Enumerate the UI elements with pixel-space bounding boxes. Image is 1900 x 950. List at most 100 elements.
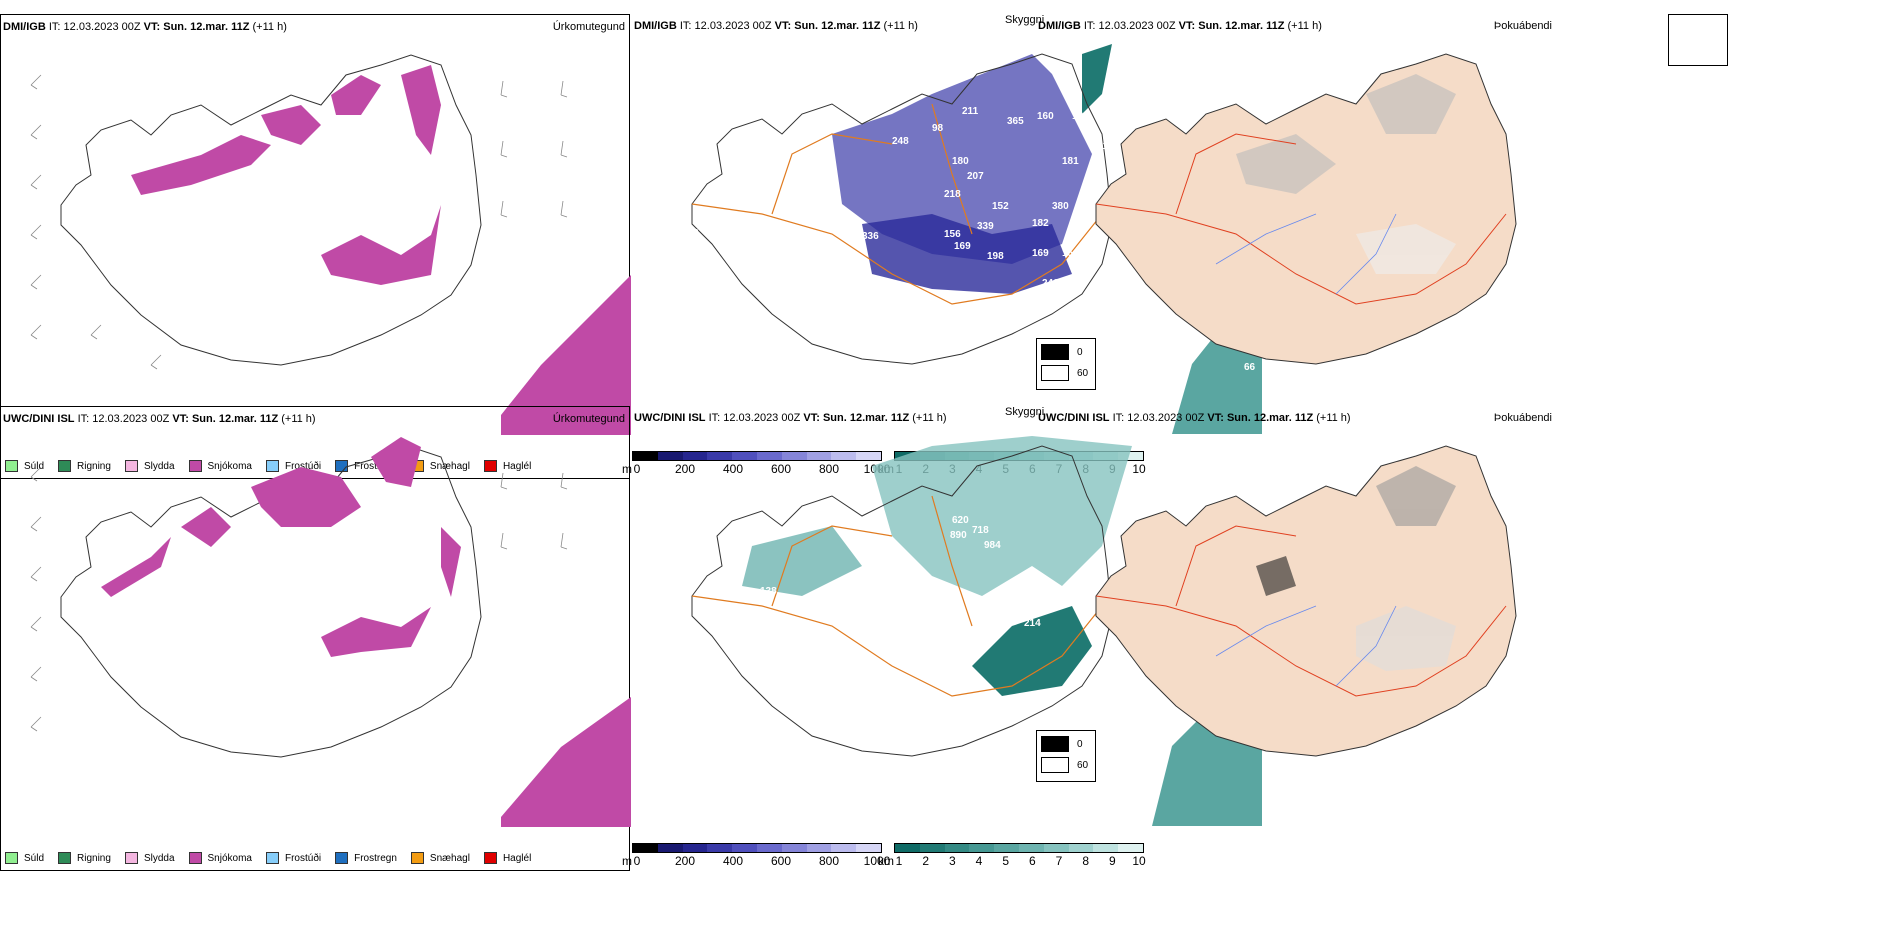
colorbar-tick: 1 <box>895 854 903 868</box>
iceland-land <box>1095 53 1517 365</box>
vis-value: 214 <box>1024 618 1041 629</box>
colorbar-segment <box>1018 844 1044 852</box>
legend-item: Snæhagl <box>410 852 470 864</box>
colorbar-segment <box>856 844 881 852</box>
panel-title: Úrkomutegund <box>552 21 625 33</box>
colorbar-segment <box>856 452 881 460</box>
legend-item: Haglél <box>483 460 531 472</box>
vis-value: 365 <box>1007 116 1024 127</box>
vis-value: 216 <box>682 228 699 239</box>
model-name: UWC/DINI ISL <box>1038 412 1110 424</box>
iceland-outline <box>60 446 482 758</box>
vis-value: 380 <box>1052 201 1069 212</box>
it-value: 12.03.2023 00Z <box>723 412 801 424</box>
precip-legend: Súld Rigning Slydda Snjókoma Frostúði Fr… <box>5 852 545 864</box>
it-value: 12.03.2023 00Z <box>92 413 170 425</box>
vis-value: 181 <box>1062 156 1079 167</box>
visibility-title: Skyggni <box>1005 406 1045 418</box>
legend-label: Snjókoma <box>207 852 252 864</box>
legend-label: Slydda <box>143 460 175 472</box>
precip-type-panel-top: DMI/IGB IT: 12.03.2023 00Z VT: Sun. 12.m… <box>0 14 631 479</box>
vt-value: Sun. 12.mar. 11Z <box>1198 20 1285 32</box>
colorbar-tick: 8 <box>1082 854 1089 868</box>
colorbar-tick: 6 <box>1028 854 1036 868</box>
fog-panel-top: DMI/IGB IT: 12.03.2023 00Z VT: Sun. 12.m… <box>1036 14 1900 479</box>
vis-value: 336 <box>862 231 879 242</box>
colorbar-tick: 4 <box>975 854 983 868</box>
fog-shading <box>1256 466 1456 671</box>
panel-title: Þokuábendi <box>1493 412 1552 424</box>
vt-label: VT: <box>143 21 161 33</box>
vt-value: Sun. 12.mar. 11Z <box>1226 412 1314 424</box>
vis-value: 890 <box>950 530 967 541</box>
colorbar-tick: 800 <box>818 854 840 868</box>
vis-value: 718 <box>972 525 989 536</box>
vis-value: 180 <box>952 156 969 167</box>
wind-barbs <box>30 466 568 732</box>
fog-key-row: 60 <box>1041 757 1091 773</box>
colorbar-tick: 2 <box>922 854 929 868</box>
vis-value: 160 <box>1037 111 1054 122</box>
legend-label: Snæhagl <box>429 460 470 472</box>
vt-label: VT: <box>803 412 820 424</box>
colorbar-segment <box>919 844 945 852</box>
fog-shading <box>1236 74 1456 274</box>
it-label: IT: <box>708 412 721 424</box>
colorbar-segment <box>831 844 857 852</box>
vis-value: 231 <box>940 600 957 611</box>
panel-title: Þokuábendi <box>1493 20 1552 32</box>
precip-legend: Súld Rigning Slydda Snjókoma Frostúði Fr… <box>5 460 545 472</box>
colorbar-tick: 7 <box>1055 854 1063 868</box>
colorbar-unit: m <box>622 462 632 476</box>
fog-map <box>1095 445 1517 757</box>
legend-label: Rigning <box>77 852 111 864</box>
vis-value: 211 <box>962 106 979 117</box>
colorbar-segment <box>633 844 658 852</box>
rivers-blue <box>1215 213 1397 295</box>
model-name: DMI/IGB <box>3 21 46 33</box>
colorbar-segment <box>657 452 683 460</box>
colorbar-segment <box>1118 844 1143 852</box>
vis-value: 138 <box>760 586 777 597</box>
colorbar-tick: 600 <box>770 854 792 868</box>
vis-value: 98 <box>932 123 944 134</box>
legend-label: Haglél <box>502 852 532 864</box>
fog-key-min: 0 <box>1077 738 1083 750</box>
legend-swatch <box>265 460 279 472</box>
model-name: DMI/IGB <box>634 20 677 32</box>
fog-swatch-max <box>1041 365 1069 381</box>
colorbar-segment <box>707 452 733 460</box>
vt-label: VT: <box>172 413 189 425</box>
colorbar-tick: 0 <box>633 854 641 868</box>
legend-swatch <box>58 460 72 472</box>
colorbar-tick: 10 <box>1132 462 1146 476</box>
it-label: IT: <box>77 413 90 425</box>
colorbar-segment <box>831 452 857 460</box>
colorbar-segment <box>756 452 782 460</box>
fog-key-max: 60 <box>1077 367 1089 379</box>
visibility-map: 620 890 718 984 231 214 808 391 138 <box>691 436 1262 826</box>
colorbar-tick: 200 <box>674 462 696 476</box>
legend-item: Haglél <box>483 852 532 864</box>
it-label: IT: <box>1112 412 1125 424</box>
vis-value: 182 <box>1032 218 1049 229</box>
road-network <box>691 103 1103 305</box>
legend-label: Slydda <box>143 852 175 864</box>
fog-key-row: 0 <box>1041 736 1091 752</box>
vt-value: Sun. 12.mar. 11Z <box>822 412 910 424</box>
vis-value: 39 <box>707 223 719 234</box>
legend-label: Súld <box>24 460 45 472</box>
vt-label: VT: <box>774 20 792 32</box>
colorbar-segment <box>707 844 733 852</box>
colorbar-strip <box>632 843 882 853</box>
colorbar-segment <box>1093 844 1119 852</box>
vis-value: 248 <box>892 136 909 147</box>
colorbar-segment <box>781 844 807 852</box>
legend-label: Rigning <box>77 460 111 472</box>
legend-item: Súld <box>5 852 44 864</box>
legend-item: Rigning <box>58 852 111 864</box>
it-value: 12.03.2023 00Z <box>1098 20 1176 32</box>
